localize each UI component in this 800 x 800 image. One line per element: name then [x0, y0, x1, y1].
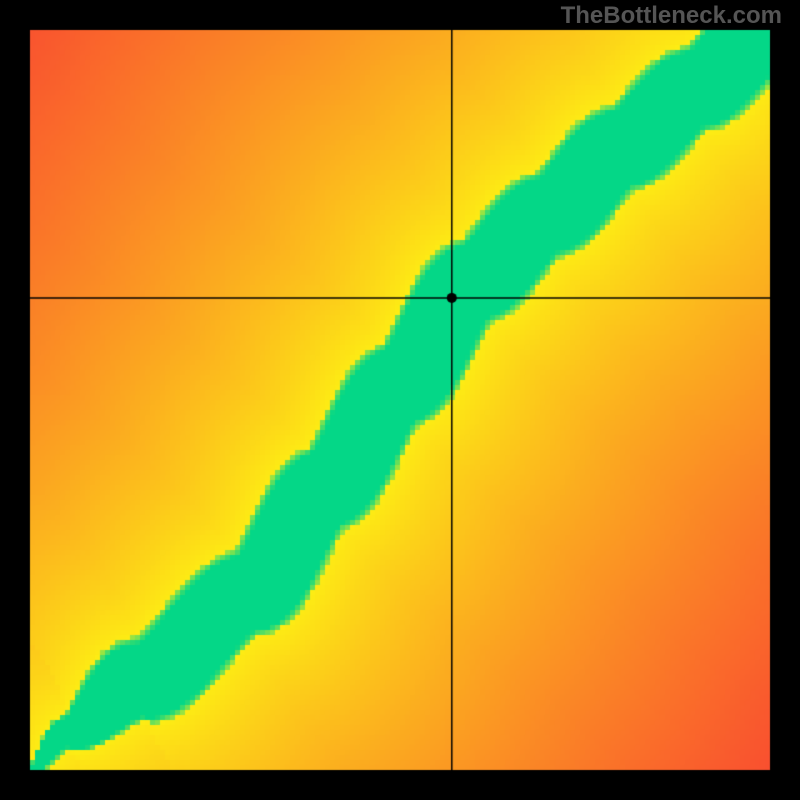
bottleneck-heatmap	[0, 0, 800, 800]
chart-container: TheBottleneck.com	[0, 0, 800, 800]
watermark-text: TheBottleneck.com	[561, 2, 782, 30]
